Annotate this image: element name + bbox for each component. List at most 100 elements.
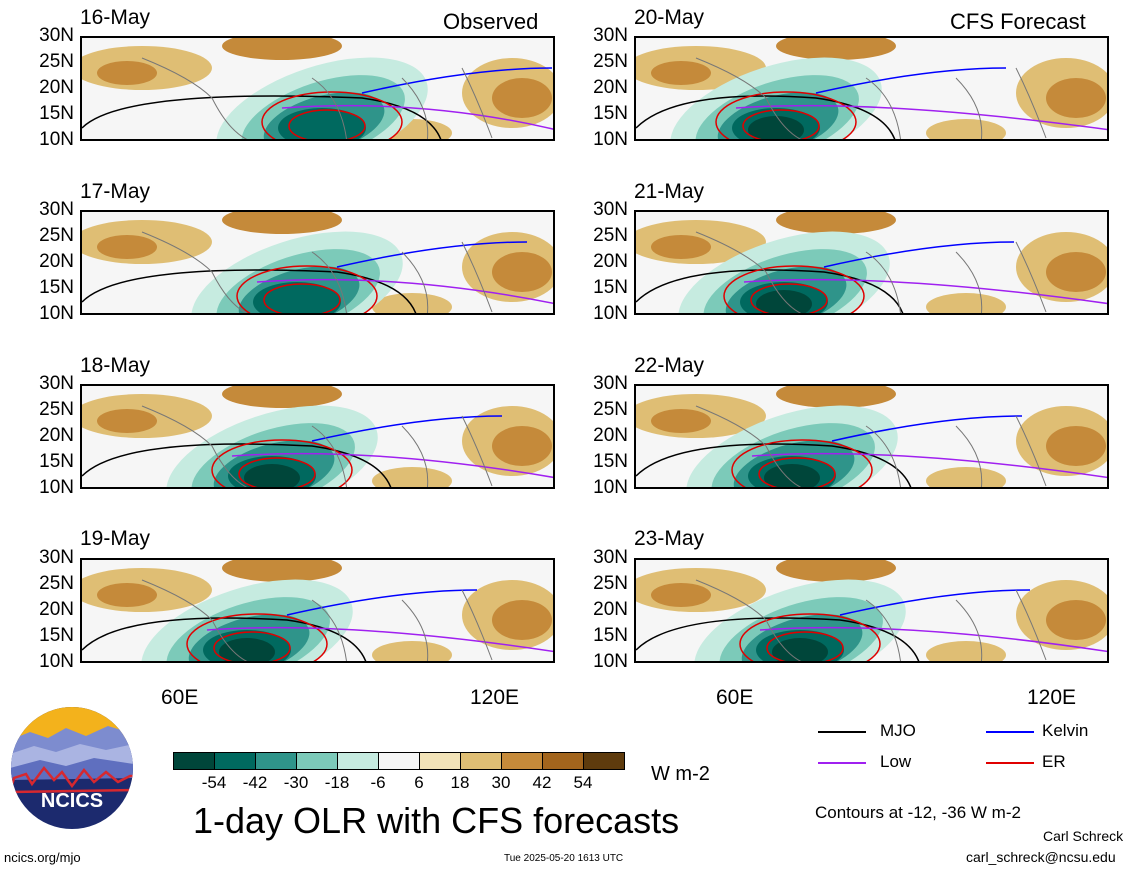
colorbar-swatch — [255, 752, 297, 770]
map-panel — [634, 210, 1109, 315]
lat-label: 25N — [593, 399, 628, 420]
ncics-logo: NCICS — [10, 706, 134, 830]
olr-map — [82, 38, 553, 139]
lon-label: 60E — [161, 686, 199, 709]
panel-date: 23-May — [634, 527, 705, 550]
lat-label: 30N — [593, 25, 628, 46]
colorbar-label: 30 — [491, 773, 511, 792]
lat-label: 15N — [39, 103, 74, 124]
lat-label: 10N — [593, 129, 628, 150]
colorbar-label: -54 — [201, 773, 227, 792]
timestamp: Tue 2025-05-20 1613 UTC — [504, 853, 624, 864]
lat-label: 30N — [39, 199, 74, 220]
map-panel — [80, 210, 555, 315]
lat-label: 15N — [39, 451, 74, 472]
olr-map — [636, 560, 1107, 661]
panel-date: 16-May — [80, 6, 151, 29]
colorbar-swatch — [173, 752, 215, 770]
lat-label: 15N — [593, 451, 628, 472]
colorbar-units: W m-2 — [651, 763, 710, 785]
colorbar-label: 6 — [414, 773, 424, 792]
olr-map — [82, 386, 553, 487]
legend-label-mjo: MJO — [880, 721, 916, 740]
legend-line-mjo — [818, 731, 866, 733]
legend-label-kelvin: Kelvin — [1042, 721, 1089, 740]
observed-header: Observed — [443, 9, 539, 34]
map-panel — [634, 36, 1109, 141]
panel-date: 19-May — [80, 527, 151, 550]
lat-label: 15N — [593, 625, 628, 646]
lat-label: 25N — [593, 573, 628, 594]
colorbar-swatch — [460, 752, 502, 770]
colorbar-swatch — [337, 752, 379, 770]
legend-label-er: ER — [1042, 752, 1066, 771]
legend-label-low: Low — [880, 752, 912, 771]
lon-label: 60E — [716, 686, 754, 709]
lat-label: 10N — [39, 651, 74, 672]
olr-map — [82, 212, 553, 313]
lat-label: 10N — [593, 651, 628, 672]
lat-label: 30N — [39, 25, 74, 46]
lon-label: 120E — [1027, 686, 1077, 709]
lat-label: 30N — [39, 373, 74, 394]
lat-label: 15N — [593, 103, 628, 124]
lat-label: 25N — [39, 573, 74, 594]
lat-label: 30N — [593, 373, 628, 394]
lat-label: 10N — [39, 129, 74, 150]
lat-label: 15N — [39, 625, 74, 646]
olr-map — [636, 38, 1107, 139]
lat-label: 20N — [39, 251, 74, 272]
colorbar-swatch — [542, 752, 584, 770]
lat-label: 10N — [39, 303, 74, 324]
lat-label: 10N — [39, 477, 74, 498]
logo-text: NCICS — [40, 790, 104, 812]
panel-date: 20-May — [634, 6, 705, 29]
url-text: ncics.org/mjo — [4, 850, 81, 865]
colorbar-label: 18 — [450, 773, 470, 792]
lat-label: 15N — [39, 277, 74, 298]
olr-map — [636, 386, 1107, 487]
lat-label: 20N — [39, 599, 74, 620]
panel-date: 17-May — [80, 180, 151, 203]
lat-label: 25N — [593, 225, 628, 246]
author: Carl Schreck — [1043, 828, 1124, 844]
lat-label: 25N — [39, 51, 74, 72]
lat-label: 15N — [593, 277, 628, 298]
lat-label: 25N — [39, 399, 74, 420]
colorbar-swatch — [296, 752, 338, 770]
lat-label: 10N — [593, 477, 628, 498]
lat-label: 20N — [39, 77, 74, 98]
colorbar-swatch — [501, 752, 543, 770]
colorbar-swatch — [378, 752, 420, 770]
olr-map — [636, 212, 1107, 313]
map-panel — [634, 384, 1109, 489]
map-panel — [634, 558, 1109, 663]
email: carl_schreck@ncsu.edu — [966, 849, 1116, 865]
lat-label: 10N — [593, 303, 628, 324]
lat-label: 20N — [39, 425, 74, 446]
colorbar-swatch — [583, 752, 625, 770]
colorbar-label: 54 — [573, 773, 593, 792]
lat-label: 30N — [39, 547, 74, 568]
lat-label: 20N — [593, 251, 628, 272]
map-panel — [80, 384, 555, 489]
panel-date: 22-May — [634, 354, 705, 377]
map-panel — [80, 558, 555, 663]
lat-label: 30N — [593, 547, 628, 568]
lon-label: 120E — [470, 686, 520, 709]
panel-date: 21-May — [634, 180, 705, 203]
olr-map — [82, 560, 553, 661]
legend-line-kelvin — [986, 731, 1034, 733]
lat-label: 30N — [593, 199, 628, 220]
colorbar-label: -18 — [324, 773, 350, 792]
contour-note: Contours at -12, -36 W m-2 — [815, 803, 1021, 822]
lat-label: 25N — [593, 51, 628, 72]
lat-label: 20N — [593, 425, 628, 446]
colorbar-label: -42 — [242, 773, 268, 792]
figure-title: 1-day OLR with CFS forecasts — [193, 800, 680, 841]
legend-line-low — [818, 762, 866, 764]
colorbar-label: -30 — [283, 773, 309, 792]
lat-label: 20N — [593, 599, 628, 620]
legend-line-er — [986, 762, 1034, 764]
colorbar-label: 42 — [532, 773, 552, 792]
